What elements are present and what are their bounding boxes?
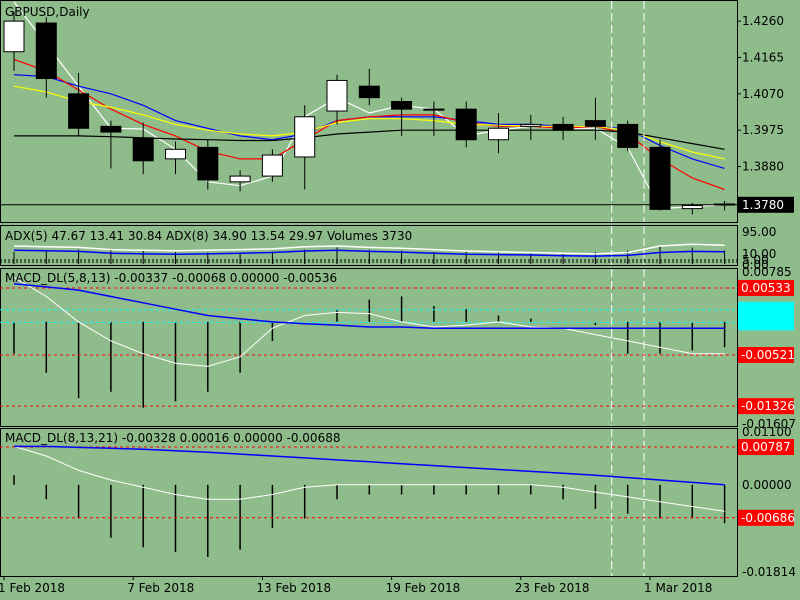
- price-tick-label: 1.4165: [742, 50, 784, 64]
- adx-panel-frame: [0, 225, 738, 266]
- bear-candle: [455, 108, 477, 141]
- x-tick-label: 1 Mar 2018: [644, 581, 712, 595]
- level-badge: [738, 314, 794, 331]
- adx-tick-label: 5.00: [742, 253, 769, 267]
- current-price-badge: [738, 196, 794, 213]
- level-badge: [738, 301, 794, 318]
- level-badge: [738, 509, 794, 526]
- bull-candle: [488, 127, 509, 141]
- bear-candle: [35, 22, 57, 80]
- level-label: 0.00787: [741, 440, 791, 454]
- price-chart[interactable]: 1.4260 1.4165 1.4070 1.3975 1.3880 1.3780: [0, 1, 794, 222]
- macd-tick-label: 0.00785: [742, 265, 792, 279]
- price-tick-label: 1.4070: [742, 87, 784, 101]
- macd-tick-label: 0.00000: [742, 478, 792, 492]
- bull-candle: [261, 154, 283, 177]
- macd-signal-line-white: [13, 276, 725, 367]
- current-price-label: 1.3780: [742, 198, 784, 212]
- x-axis: 1 Feb 2018 7 Feb 2018 13 Feb 2018 19 Feb 20…: [0, 576, 712, 595]
- macd1-panel-frame: [0, 268, 738, 427]
- price-tick-label: 1.4260: [742, 14, 784, 28]
- x-tick-label: 23 Feb 2018: [515, 581, 590, 595]
- bull-candle: [423, 108, 445, 111]
- bear-candle: [358, 85, 380, 99]
- bull-candle: [294, 116, 316, 158]
- price-tick-label: 1.3880: [742, 160, 784, 174]
- moving-average-line: [13, 85, 725, 160]
- x-tick-label: 13 Feb 2018: [256, 581, 331, 595]
- bull-candle: [3, 20, 25, 53]
- moving-average-line: [14, 129, 725, 150]
- level-badge: [738, 346, 794, 363]
- price-tick-label: 1.3975: [742, 123, 784, 137]
- macd-signal-line-white: [13, 445, 725, 512]
- bull-candle: [520, 123, 542, 127]
- adx-series-line: [13, 243, 725, 255]
- level-label: -0.00521: [741, 348, 795, 362]
- bear-candle: [552, 123, 574, 131]
- macd-tick-label: -0.01607: [742, 417, 796, 431]
- adx-tick-label: 0.00: [742, 258, 769, 272]
- price-panel-title: GBPUSD,Daily: [5, 5, 90, 19]
- macd-tick-label: -0.01814: [742, 565, 796, 579]
- bear-candle: [584, 120, 606, 127]
- bear-candle: [132, 137, 154, 162]
- bear-candle: [649, 146, 671, 210]
- adx-tick-label: 95.00: [742, 225, 776, 239]
- macd2-panel-frame: [0, 428, 738, 577]
- level-label: -0.01326: [741, 399, 795, 413]
- adx-panel-title: ADX(5) 47.67 13.41 30.84 ADX(8) 34.90 13…: [5, 229, 412, 243]
- adx-chart[interactable]: 95.00 10.005.000.00: [0, 225, 776, 272]
- level-badge: [738, 280, 794, 297]
- macd-5-8-13-chart[interactable]: 0.00533 -0.00521 -0.01326 0.00785 -0.01607: [0, 265, 796, 431]
- macd-signal-line-blue: [13, 283, 725, 329]
- adx-series-line: [13, 249, 725, 257]
- bull-candle: [229, 175, 251, 183]
- x-tick-label: 1 Feb 2018: [0, 581, 65, 595]
- bear-candle: [197, 146, 219, 181]
- level-badge: [738, 398, 794, 415]
- moving-average-line: [13, 1, 725, 210]
- macd2-panel-title: MACD_DL(8,13,21) -0.00328 0.00016 0.0000…: [5, 431, 340, 445]
- bear-candle: [100, 125, 122, 133]
- bear-candle: [391, 100, 413, 110]
- x-tick-label: 7 Feb 2018: [127, 581, 194, 595]
- moving-average-line: [13, 58, 725, 191]
- macd-signal-line-blue: [14, 445, 725, 486]
- bull-candle: [165, 148, 186, 160]
- level-label: 0.00533: [741, 281, 791, 295]
- bear-candle: [68, 93, 90, 129]
- x-tick-label: 19 Feb 2018: [386, 581, 461, 595]
- macd-8-13-21-chart[interactable]: 0.00787 -0.00686 0.01100 0.00000 -0.01814: [0, 425, 796, 579]
- bear-candle: [617, 123, 639, 148]
- macd-tick-label: 0.01100: [742, 425, 792, 439]
- adx-tick-label: 10.00: [742, 247, 776, 261]
- level-badge: [738, 439, 794, 456]
- macd1-panel-title: MACD_DL(5,8,13) -0.00337 -0.00068 0.0000…: [5, 271, 337, 285]
- bull-candle: [681, 205, 703, 210]
- level-label: -0.00686: [741, 511, 795, 525]
- bull-candle: [326, 79, 348, 112]
- price-panel-frame: [0, 0, 738, 223]
